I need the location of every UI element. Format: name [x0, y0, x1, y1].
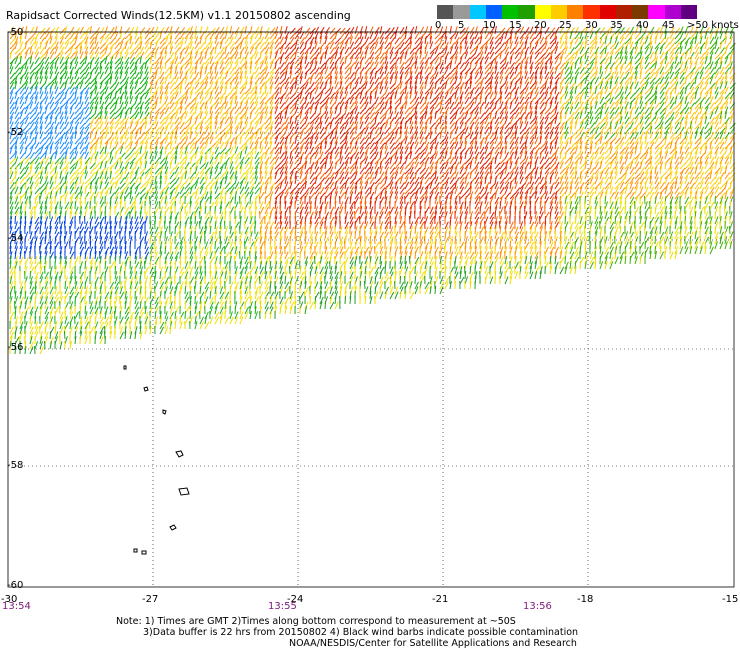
lat-label-60: -60 [7, 580, 24, 591]
lon-label-21: -21 [432, 594, 449, 605]
scale-label: 5 [458, 20, 465, 31]
wind-speed-color-scale [437, 5, 697, 19]
scale-label: 35 [610, 20, 623, 31]
scale-swatch [534, 5, 551, 19]
map-grid [8, 31, 734, 587]
lat-label-58: -58 [7, 460, 24, 471]
note-line-1: Note: 1) Times are GMT 2)Times along bot… [116, 616, 516, 627]
time-label-1354: 13:54 [2, 601, 31, 612]
scale-swatch [664, 5, 681, 19]
wind-barbs [9, 26, 736, 355]
scale-swatch [632, 5, 649, 19]
lat-label-54: -54 [7, 233, 24, 244]
scale-swatch [583, 5, 600, 19]
map-frame [7, 31, 735, 588]
time-label-1356: 13:56 [523, 601, 552, 612]
scale-label: 20 [534, 20, 547, 31]
scale-swatch [599, 5, 616, 19]
scale-label: >50 knots [687, 20, 739, 31]
lat-label-50: -50 [7, 27, 24, 38]
map-title: Rapidsact Corrected Winds(12.5KM) v1.1 2… [6, 9, 351, 22]
scale-label: 40 [636, 20, 649, 31]
south-sandwich-islands [123, 365, 190, 555]
scale-swatch [453, 5, 470, 19]
lat-label-56: -56 [7, 342, 24, 353]
scale-swatch [567, 5, 584, 19]
time-label-1355: 13:55 [268, 601, 297, 612]
scale-swatch [485, 5, 502, 19]
scale-swatch [680, 5, 697, 19]
scale-swatch [437, 5, 454, 19]
scale-swatch [502, 5, 519, 19]
scale-swatch [518, 5, 535, 19]
scale-label: 25 [559, 20, 572, 31]
scale-label: 30 [585, 20, 598, 31]
note-line-2: 3)Data buffer is 22 hrs from 20150802 4)… [143, 627, 579, 638]
scale-label: 10 [483, 20, 496, 31]
scale-label: 45 [662, 20, 675, 31]
lon-label-18: -18 [577, 594, 594, 605]
lon-label-24: -24 [287, 594, 304, 605]
wind-speed-scale-labels: 0 5 10 15 20 25 30 35 40 45 >50 knots [433, 20, 740, 32]
scale-label: 0 [435, 20, 442, 31]
scale-swatch [469, 5, 486, 19]
note-line-3: NOAA/NESDIS/Center for Satellite Applica… [289, 638, 577, 649]
lat-label-52: -52 [7, 127, 24, 138]
scale-swatch [615, 5, 632, 19]
scale-label: 15 [509, 20, 522, 31]
lon-label-15: -15 [722, 594, 739, 605]
scale-swatch [648, 5, 665, 19]
lon-label-30: -30 [1, 594, 18, 605]
lon-label-27: -27 [142, 594, 159, 605]
scale-swatch [550, 5, 567, 19]
